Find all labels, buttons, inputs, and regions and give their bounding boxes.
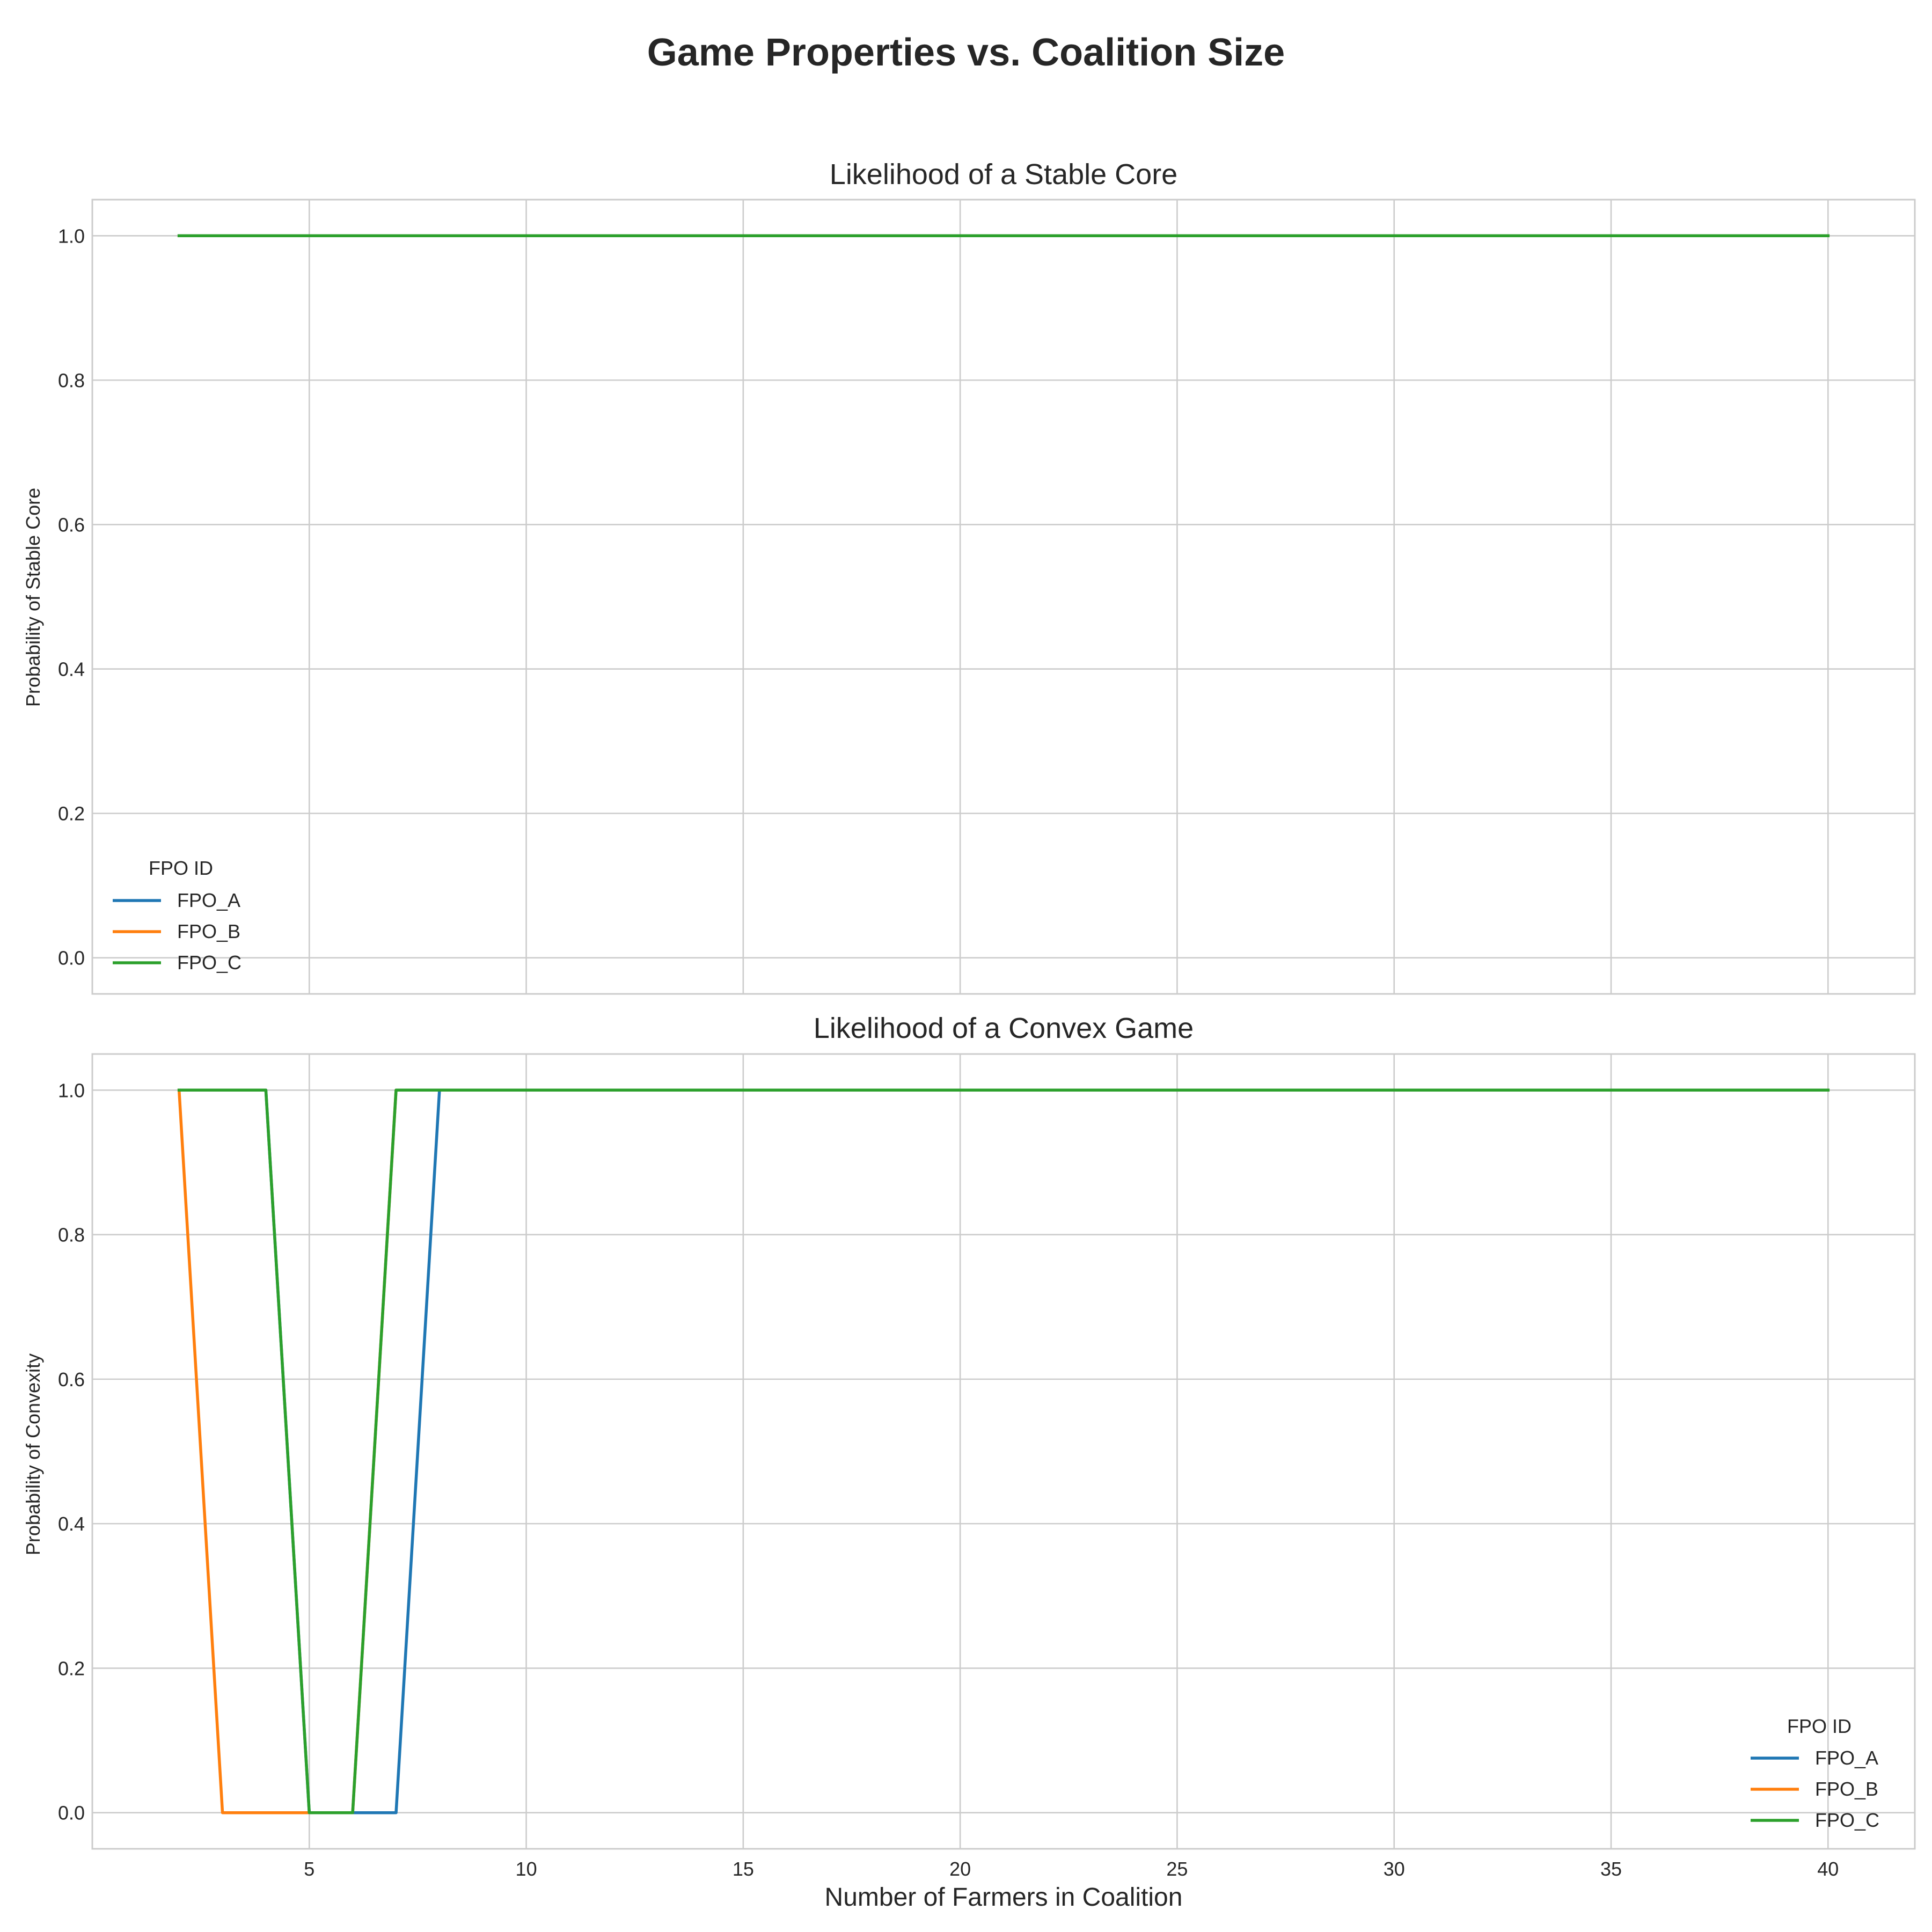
convex-game-x-tick-label: 10 <box>516 1858 537 1880</box>
convex-game-legend-label: FPO_B <box>1815 1778 1878 1800</box>
stable-core-title: Likelihood of a Stable Core <box>830 158 1177 191</box>
convex-game-y-tick-labels: 0.0 0.2 0.4 0.6 0.8 1.0 <box>58 1079 85 1824</box>
convex-game-legend-title: FPO ID <box>1787 1715 1851 1737</box>
convex-game-spines <box>91 1053 1916 1850</box>
stable-core-legend-label: FPO_B <box>177 920 240 942</box>
convex-game-x-tick-label: 40 <box>1817 1858 1839 1880</box>
convex-game-x-tick-label: 5 <box>304 1858 314 1880</box>
convex-game-x-tick-labels: 5 10 15 20 25 30 35 40 <box>304 1858 1839 1880</box>
convex-game-y-tick-label: 0.2 <box>58 1657 85 1679</box>
convex-game-grid <box>92 1054 1915 1849</box>
stable-core-spines <box>91 199 1916 995</box>
convex-game-lines <box>177 1088 1830 1814</box>
convex-game-axes-frame <box>91 1053 1916 1850</box>
convex-game-legend-label: FPO_C <box>1815 1809 1879 1831</box>
convex-game-x-tick-label: 25 <box>1166 1858 1188 1880</box>
convex-game-legend: FPO ID FPO_A FPO_B FPO_C <box>1751 1715 1879 1831</box>
stable-core-y-tick-label: 0.6 <box>58 514 85 536</box>
stable-core-legend-title: FPO ID <box>149 857 213 879</box>
stable-core-legend: FPO ID FPO_A FPO_B FPO_C <box>113 857 241 974</box>
stable-core-y-tick-label: 0.2 <box>58 803 85 825</box>
convex-game-y-tick-label: 0.0 <box>58 1802 85 1824</box>
convex-game-x-tick-label: 15 <box>733 1858 754 1880</box>
stable-core-y-tick-labels: 0.0 0.2 0.4 0.6 0.8 1.0 <box>58 225 85 969</box>
convex-game-y-tick-label: 0.6 <box>58 1368 85 1391</box>
convex-game-x-tick-label: 30 <box>1384 1858 1405 1880</box>
stable-core-y-axis-label: Probability of Stable Core <box>22 488 44 707</box>
convex-game-series-line-fpo-c <box>177 1088 1830 1814</box>
convex-game-x-axis-label: Number of Farmers in Coalition <box>825 1883 1183 1912</box>
stable-core-legend-label: FPO_A <box>177 889 240 911</box>
stable-core-y-tick-label: 1.0 <box>58 225 85 247</box>
convex-game-legend-label: FPO_A <box>1815 1747 1878 1769</box>
stable-core-legend-label: FPO_C <box>177 952 241 974</box>
convex-game-subplot: Likelihood of a Convex Game 0.0 0.2 0.4 0.6… <box>22 1012 1916 1912</box>
figure-suptitle: Game Properties vs. Coalition Size <box>647 31 1285 74</box>
convex-game-title: Likelihood of a Convex Game <box>814 1012 1194 1044</box>
convex-game-y-tick-label: 0.8 <box>58 1224 85 1246</box>
stable-core-axes-frame <box>91 199 1916 995</box>
convex-game-y-tick-label: 1.0 <box>58 1079 85 1101</box>
stable-core-y-tick-label: 0.8 <box>58 369 85 391</box>
stable-core-y-tick-label: 0.0 <box>58 947 85 969</box>
stable-core-y-tick-label: 0.4 <box>58 658 85 680</box>
convex-game-y-axis-label: Probability of Convexity <box>22 1353 44 1555</box>
convex-game-y-tick-label: 0.4 <box>58 1513 85 1535</box>
stable-core-subplot: Likelihood of a Stable Core 0.0 0.2 0.4 0.6… <box>22 158 1916 995</box>
convex-game-x-tick-label: 35 <box>1600 1858 1622 1880</box>
convex-game-x-tick-label: 20 <box>949 1858 971 1880</box>
